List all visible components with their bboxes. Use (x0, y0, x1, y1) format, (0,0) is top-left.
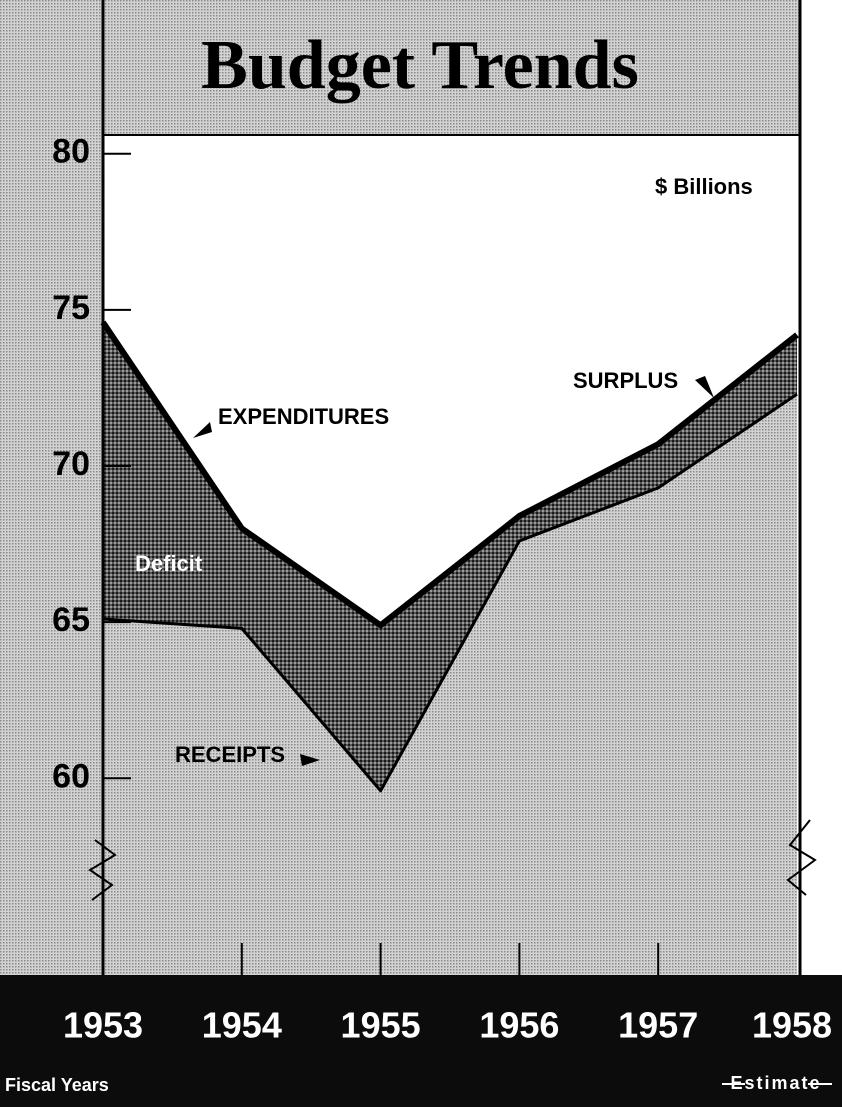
y-tick-label: 70 (52, 445, 90, 483)
x-axis-label: Fiscal Years (5, 1075, 109, 1095)
subtitle: $ Billions (655, 174, 753, 199)
x-tick-label: 1958 (752, 1005, 832, 1046)
x-tick-label: 1953 (63, 1005, 143, 1046)
chart-title: Budget Trends (201, 27, 639, 104)
annotation: SURPLUS (573, 368, 678, 393)
y-tick-label: 80 (52, 133, 90, 171)
x-tick-label: 1955 (341, 1005, 421, 1046)
annotation: Deficit (135, 551, 203, 576)
series-label: RECEIPTS (175, 742, 285, 767)
title-band (103, 0, 800, 135)
y-tick-label: 75 (52, 289, 90, 327)
axis-break (88, 839, 117, 901)
arrow (300, 754, 320, 766)
x-tick-label: 1956 (479, 1005, 559, 1046)
x-tick-label: 1957 (618, 1005, 698, 1046)
x-band (0, 975, 842, 1107)
arrow (695, 376, 714, 398)
arrow (193, 422, 212, 438)
expenditures-line (100, 320, 799, 629)
receipts-line (102, 392, 798, 793)
estimate-note: Estimate (730, 1073, 821, 1093)
y-tick-label: 65 (52, 601, 90, 639)
x-tick-label: 1954 (202, 1005, 282, 1046)
base-area (103, 394, 797, 975)
series-label: EXPENDITURES (218, 404, 389, 429)
left-strip (0, 0, 103, 975)
axis-break (786, 819, 817, 896)
y-tick-label: 60 (52, 757, 90, 795)
